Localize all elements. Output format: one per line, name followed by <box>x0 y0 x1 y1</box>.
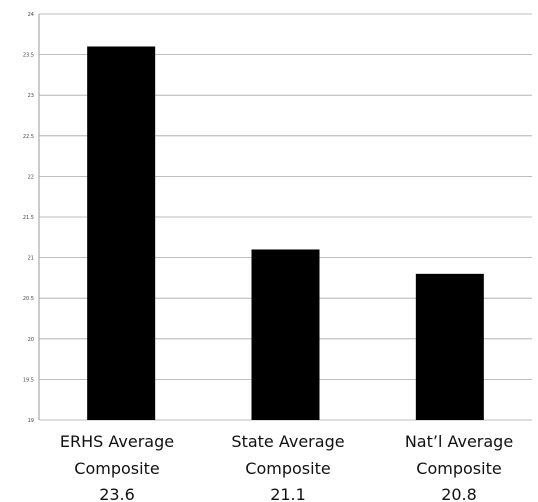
category-label-state-line1: State Average <box>231 432 344 451</box>
y-tick-label-6: 22 <box>28 174 34 180</box>
bar-national <box>415 273 484 420</box>
category-label-erhs-line1: ERHS Average <box>60 432 174 451</box>
category-label-national: Nat’l Average Composite 20.8 <box>405 432 513 502</box>
data-label-national: 20.8 <box>441 485 477 502</box>
y-tick-label-9: 23.5 <box>23 53 34 59</box>
y-tick-label-2: 20 <box>28 337 34 343</box>
y-tick-label-5: 21.5 <box>23 215 34 221</box>
bar-state <box>251 249 320 420</box>
category-label-state: State Average Composite 21.1 <box>231 432 344 502</box>
category-label-erhs: ERHS Average Composite 23.6 <box>60 432 174 502</box>
y-tick-label-4: 21 <box>28 256 34 262</box>
y-tick-labels: 19 19.5 20 20.5 21 21.5 22 22.5 23 23.5 24 <box>23 12 34 424</box>
y-tick-label-10: 24 <box>28 12 34 18</box>
category-label-state-line2: Composite <box>245 459 330 478</box>
y-tick-label-0: 19 <box>28 418 34 424</box>
data-label-erhs: 23.6 <box>99 485 135 502</box>
y-tick-label-3: 20.5 <box>23 296 34 302</box>
bar-erhs <box>87 46 156 420</box>
category-label-national-line1: Nat’l Average <box>405 432 513 451</box>
y-tick-label-1: 19.5 <box>23 377 34 383</box>
bars <box>87 46 484 420</box>
category-label-erhs-line2: Composite <box>74 459 159 478</box>
y-tick-label-7: 22.5 <box>23 134 34 140</box>
data-label-state: 21.1 <box>270 485 306 502</box>
y-tick-label-8: 23 <box>28 93 34 99</box>
category-label-national-line2: Composite <box>416 459 501 478</box>
